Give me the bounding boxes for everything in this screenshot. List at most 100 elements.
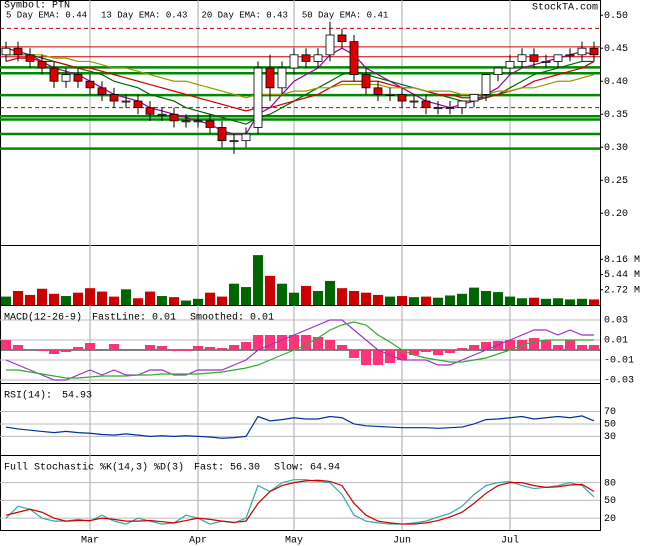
candle-body <box>13 47 23 56</box>
histogram-bar <box>529 338 539 350</box>
ema-line <box>5 57 595 112</box>
candle-body <box>181 120 191 123</box>
histogram-bar <box>229 345 239 350</box>
y-tick-label: 8.16 M <box>604 255 640 266</box>
volume-bar <box>109 296 119 305</box>
volume-bar <box>385 296 395 305</box>
histogram-bar <box>565 340 575 350</box>
candle-body <box>49 67 59 82</box>
volume-bar <box>421 296 431 305</box>
histogram-bar <box>169 350 179 351</box>
volume-bar <box>37 288 47 305</box>
volume-bar <box>157 296 167 305</box>
candle-body <box>289 54 299 69</box>
histogram-bar <box>301 335 311 350</box>
legend-entry: 54.93 <box>62 391 92 402</box>
y-tick-label: -0.03 <box>604 376 634 387</box>
legend-entry: Smoothed: 0.01 <box>190 312 274 324</box>
volume-bar <box>349 290 359 305</box>
candle-body <box>457 100 467 109</box>
series-line <box>5 415 595 439</box>
series-line <box>5 479 595 525</box>
candle-body <box>481 74 491 95</box>
y-tick-label: 80 <box>604 478 616 489</box>
volume-bar <box>517 298 527 305</box>
histogram-bar <box>373 350 383 365</box>
y-tick-label: 0.01 <box>604 336 628 347</box>
y-tick-label: 0.30 <box>604 143 628 154</box>
volume-bar <box>169 297 179 305</box>
histogram-bar <box>457 348 467 350</box>
candle-body <box>385 94 395 96</box>
y-tick-label: 5.44 M <box>604 270 640 281</box>
volume-bar <box>49 293 59 305</box>
volume-bar <box>277 283 287 305</box>
histogram-bar <box>409 350 419 355</box>
y-tick-label: 30 <box>604 432 616 443</box>
volume-bar <box>313 290 323 305</box>
histogram-bar <box>121 349 131 350</box>
candle-body <box>277 67 287 89</box>
candle-body <box>253 67 263 128</box>
ema-line <box>6 54 595 99</box>
candle-body <box>145 107 155 115</box>
legend-entry: FastLine: 0.01 <box>92 312 176 324</box>
source-label: StockTA.com <box>532 2 598 14</box>
legend-entry: 5 Day EMA: 0.44 <box>6 10 87 20</box>
x-tick-label: May <box>285 536 303 546</box>
volume-bar <box>61 296 71 305</box>
volume-bar <box>133 298 143 305</box>
candle-body <box>349 41 359 76</box>
histogram-bar <box>49 350 59 354</box>
volume-bar <box>217 296 227 305</box>
candle-body <box>205 120 215 128</box>
y-tick-label: 0.35 <box>604 110 628 121</box>
volume-bar <box>493 292 503 305</box>
histogram-bar <box>589 345 599 350</box>
candle-body <box>241 133 251 142</box>
histogram-bar <box>253 335 263 350</box>
x-tick-label: Apr <box>189 536 207 546</box>
candle-body <box>469 94 479 102</box>
histogram-bar <box>553 345 563 350</box>
histogram-bar <box>397 350 407 360</box>
candle-body <box>301 54 311 62</box>
volume-bar <box>373 294 383 305</box>
y-tick-label: 0.20 <box>604 209 628 220</box>
histogram-bar <box>505 340 515 350</box>
y-tick-label: 70 <box>604 407 616 418</box>
histogram-bar <box>325 340 335 350</box>
histogram-bar <box>37 350 47 351</box>
histogram-bar <box>541 340 551 350</box>
volume-bar <box>13 290 23 305</box>
histogram-bar <box>85 343 95 350</box>
candle-body <box>217 127 227 142</box>
volume-bar <box>1 296 11 305</box>
volume-bar <box>361 292 371 305</box>
y-tick-label: 0.50 <box>604 11 628 22</box>
candle-body <box>61 74 71 82</box>
histogram-bar <box>445 350 455 353</box>
candle-body <box>529 54 539 62</box>
panel-title: RSI(14): <box>4 390 52 402</box>
volume-bar <box>529 297 539 305</box>
volume-bar <box>265 275 275 305</box>
candle-body <box>193 120 203 123</box>
histogram-bar <box>241 342 251 350</box>
volume-bar <box>397 296 407 305</box>
candle-body <box>85 80 95 89</box>
volume-bar <box>73 292 83 305</box>
candle-body <box>589 47 599 56</box>
candle-body <box>313 54 323 62</box>
y-tick-label: 2.72 M <box>604 285 640 296</box>
histogram-bar <box>13 345 23 350</box>
y-tick-label: 0.25 <box>604 176 628 187</box>
y-tick-label: 0.40 <box>604 77 628 88</box>
volume-bar <box>253 255 263 305</box>
volume-bar <box>301 285 311 305</box>
candle-body <box>109 94 119 102</box>
candle-body <box>229 140 239 143</box>
candle-body <box>505 61 515 69</box>
